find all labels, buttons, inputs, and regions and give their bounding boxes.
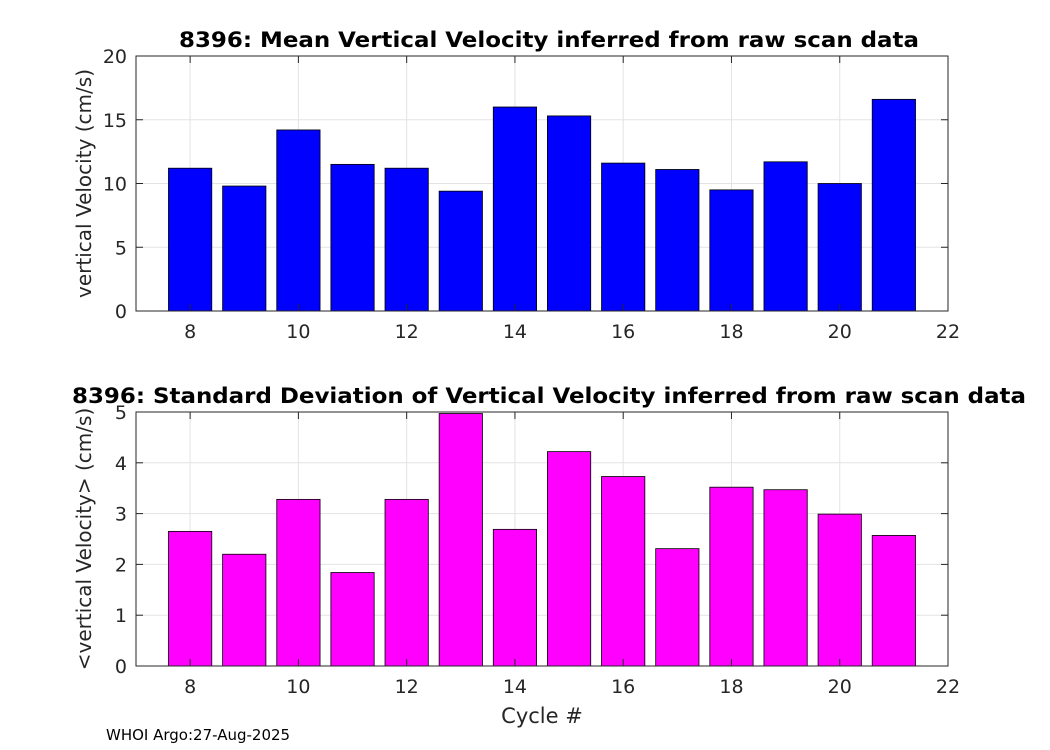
- panel2-xtick-label-18: 18: [719, 676, 743, 698]
- panel1-ytick-label-0: 0: [115, 301, 127, 323]
- panel1-bar-cycle-15: [547, 115, 592, 312]
- panel1-bar-cycle-20: [817, 183, 862, 312]
- panel1-bar-cycle-13: [438, 190, 483, 312]
- panel1-xtick-label-8: 8: [184, 321, 196, 343]
- panel2-ytick-label-2: 2: [115, 554, 127, 576]
- panel1-xtick-label-16: 16: [611, 321, 635, 343]
- panel2-bar-cycle-15: [547, 451, 592, 667]
- panel2-ylabel: <vertical Velocity> (cm/s): [72, 408, 96, 671]
- panel2-bar-cycle-12: [384, 498, 429, 667]
- panel2-bar-cycle-19: [763, 489, 808, 667]
- panel2-bar-cycle-8: [168, 530, 213, 667]
- panel1-ytick-label-10: 10: [103, 174, 127, 196]
- panel1-bar-cycle-21: [871, 98, 916, 312]
- panel2-ytick-label-3: 3: [115, 504, 127, 526]
- panel2-ytick-label-0: 0: [115, 656, 127, 678]
- panel1-ytick-label-20: 20: [103, 46, 127, 68]
- panel2-xtick-label-10: 10: [286, 676, 310, 698]
- panel1-xtick-label-18: 18: [719, 321, 743, 343]
- panel2-xtick-label-8: 8: [184, 676, 196, 698]
- panel1-bar-cycle-11: [330, 163, 375, 312]
- panel2-bar-cycle-14: [492, 528, 537, 667]
- panel1-bar-cycle-19: [763, 161, 808, 312]
- panel2-title: 8396: Standard Deviation of Vertical Vel…: [72, 384, 1026, 408]
- panel2-bar-cycle-13: [438, 413, 483, 667]
- panel1-ytick-label-15: 15: [103, 110, 127, 132]
- panel2-ytick-label-4: 4: [115, 453, 127, 475]
- panel2-bar-cycle-20: [817, 513, 862, 667]
- panel1-bar-cycle-10: [276, 129, 321, 312]
- panel1-xtick-label-20: 20: [828, 321, 852, 343]
- panel2-bar-cycle-9: [222, 553, 267, 667]
- panel2-bar-cycle-11: [330, 572, 375, 667]
- panel2-axes-frame: [135, 411, 949, 667]
- panel2-bar-cycle-18: [709, 486, 754, 667]
- panel1-bar-cycle-16: [601, 162, 646, 312]
- panel2-xlabel: Cycle #: [501, 704, 583, 728]
- panel1-bar-cycle-8: [168, 167, 213, 312]
- panel2-xtick-label-16: 16: [611, 676, 635, 698]
- panel2-bar-cycle-16: [601, 476, 646, 667]
- panel2-xtick-label-20: 20: [828, 676, 852, 698]
- footer-credit: WHOI Argo:27-Aug-2025: [106, 726, 291, 744]
- panel2-xtick-label-12: 12: [395, 676, 419, 698]
- panel1-ytick-label-5: 5: [115, 237, 127, 259]
- panel1-bar-cycle-17: [655, 169, 700, 312]
- panel1-xtick-label-12: 12: [395, 321, 419, 343]
- panel2-bar-cycle-17: [655, 548, 700, 667]
- panel1-bar-cycle-18: [709, 189, 754, 312]
- panel1-bar-cycle-12: [384, 167, 429, 312]
- panel1-xtick-label-22: 22: [936, 321, 960, 343]
- panel1-xtick-label-14: 14: [503, 321, 527, 343]
- panel1-ylabel: vertical Velocity (cm/s): [72, 69, 96, 298]
- panel2-xtick-label-14: 14: [503, 676, 527, 698]
- panel2-plot-area: [136, 412, 948, 666]
- panel1-bar-cycle-14: [492, 106, 537, 312]
- panel2-ytick-label-1: 1: [115, 605, 127, 627]
- panel1-title: 8396: Mean Vertical Velocity inferred fr…: [179, 28, 919, 52]
- panel1-bar-cycle-9: [222, 185, 267, 312]
- panel2-xtick-label-22: 22: [936, 676, 960, 698]
- panel2-bar-cycle-21: [871, 535, 916, 667]
- panel1-xtick-label-10: 10: [286, 321, 310, 343]
- panel2-ytick-label-5: 5: [115, 402, 127, 424]
- panel2-bar-cycle-10: [276, 498, 321, 667]
